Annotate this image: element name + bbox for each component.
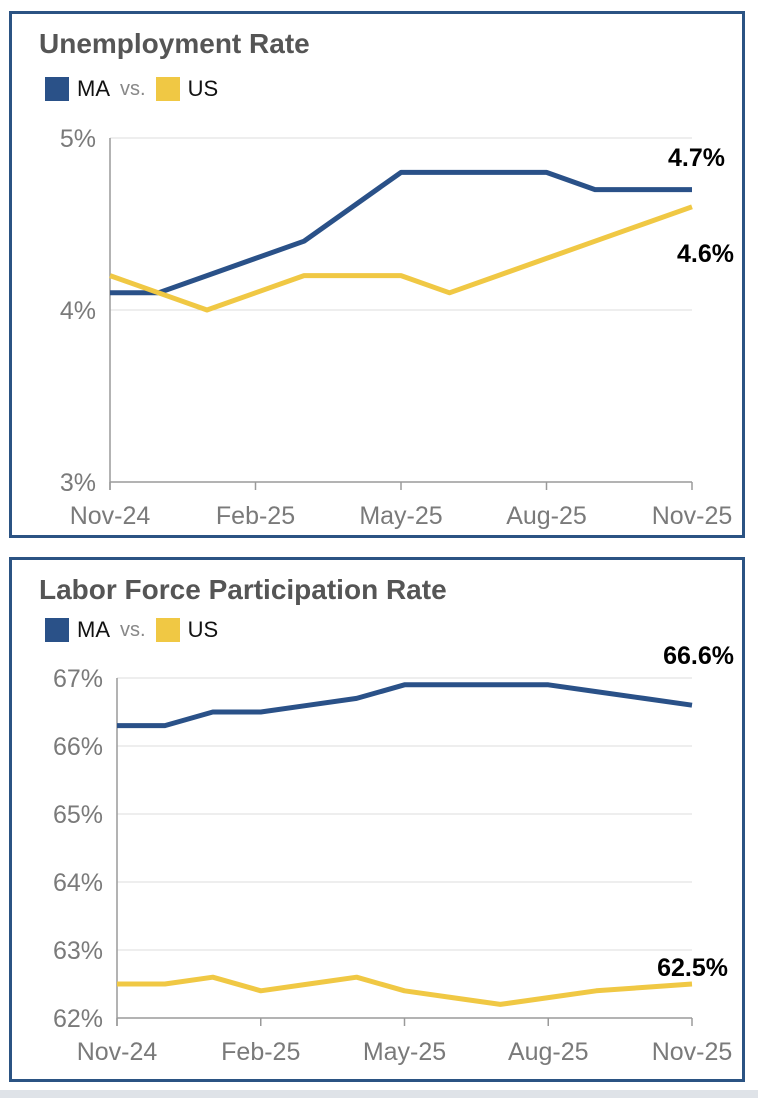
series-line-us bbox=[109, 204, 693, 313]
chart-title: Labor Force Participation Rate bbox=[39, 574, 447, 605]
unemployment-line-chart: 3% 4% 5% Nov-24 Feb-25 May-25 Aug-25 Nov-25 4.7%… bbox=[60, 125, 734, 530]
y-tick-label: 64% bbox=[53, 869, 103, 897]
x-tick-label: Nov-25 bbox=[652, 502, 733, 530]
y-tick-label: 65% bbox=[53, 801, 103, 829]
participation-chart-panel: Labor Force Participation Rate MA vs. US… bbox=[9, 557, 745, 1082]
page-bottom-strip bbox=[0, 1090, 758, 1098]
y-tick-label: 66% bbox=[53, 733, 103, 761]
x-tick-label: Aug-25 bbox=[508, 1038, 589, 1066]
x-tick-label: Aug-25 bbox=[506, 502, 587, 530]
x-tick-label: Nov-24 bbox=[70, 502, 151, 530]
end-value-label-ma: 66.6% bbox=[663, 642, 734, 670]
legend-swatch-ma bbox=[45, 77, 69, 101]
legend-label-us: US bbox=[187, 76, 219, 101]
end-value-label-us: 62.5% bbox=[657, 954, 728, 982]
chart-legend: MA vs. US bbox=[45, 617, 218, 643]
unemployment-chart-panel: Unemployment Rate MA vs. US 3% 4% 5% Nov-24… bbox=[9, 11, 745, 538]
x-tick-label: Nov-24 bbox=[77, 1038, 158, 1066]
legend-label-us: US bbox=[187, 617, 219, 642]
legend-swatch-ma bbox=[45, 618, 69, 642]
x-tick-label: Nov-25 bbox=[652, 1038, 733, 1066]
y-tick-label: 5% bbox=[60, 125, 96, 153]
chart-legend: MA vs. US bbox=[45, 76, 218, 102]
series-line-ma bbox=[110, 169, 692, 296]
end-value-label-ma: 4.7% bbox=[668, 144, 725, 172]
x-tick-label: May-25 bbox=[359, 502, 442, 530]
x-tick-label: Feb-25 bbox=[221, 1038, 300, 1066]
y-tick-label: 63% bbox=[53, 937, 103, 965]
legend-label-ma: MA bbox=[77, 76, 110, 101]
legend-separator: vs. bbox=[120, 77, 146, 100]
y-tick-label: 3% bbox=[60, 469, 96, 497]
y-tick-label: 67% bbox=[53, 665, 103, 693]
end-value-label-us: 4.6% bbox=[677, 240, 734, 268]
legend-label-ma: MA bbox=[77, 617, 110, 642]
y-tick-label: 62% bbox=[53, 1005, 103, 1033]
legend-swatch-us bbox=[155, 618, 180, 642]
legend-swatch-us bbox=[155, 77, 180, 101]
chart-title: Unemployment Rate bbox=[39, 28, 310, 59]
y-tick-label: 4% bbox=[60, 297, 96, 325]
legend-separator: vs. bbox=[120, 618, 146, 641]
series-line-us bbox=[117, 974, 693, 1007]
series-line-ma bbox=[117, 682, 693, 729]
x-tick-label: Feb-25 bbox=[216, 502, 295, 530]
x-tick-label: May-25 bbox=[363, 1038, 446, 1066]
participation-line-chart: 62% 63% 64% 65% 66% 67% Nov-24 Feb-25 May-25 Aug-… bbox=[53, 642, 734, 1066]
